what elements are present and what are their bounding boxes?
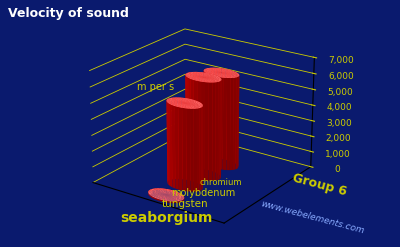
Text: Velocity of sound: Velocity of sound [8,7,129,21]
Text: Group 6: Group 6 [292,172,348,199]
Text: www.webelements.com: www.webelements.com [259,199,365,236]
